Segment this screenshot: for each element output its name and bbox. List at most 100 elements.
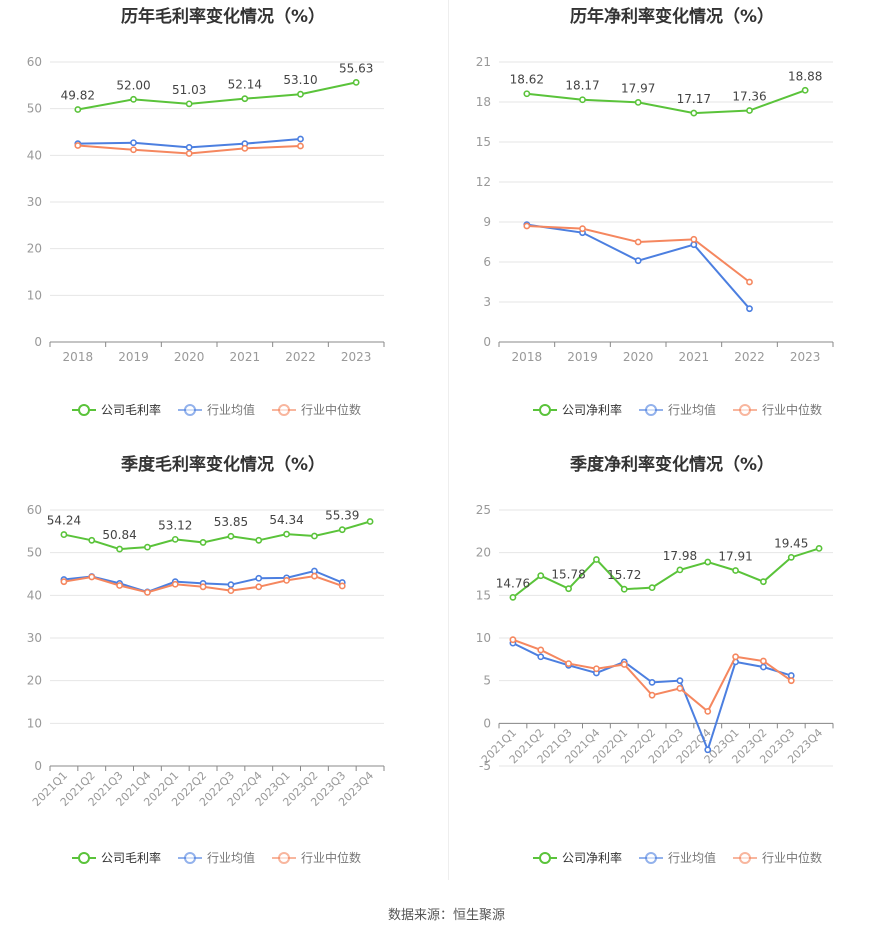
data-point-avg [634,257,642,265]
legend-marker-company [539,852,551,864]
data-point-avg [760,663,767,671]
legend-marker-median [739,404,751,416]
data-point-company [297,90,304,98]
data-point-company [130,95,137,103]
y-tick-label: 20 [27,674,42,688]
data-point-company [255,536,263,544]
data-point-company [620,585,628,593]
data-point-median [60,578,68,586]
legend-marker-company [78,404,90,416]
data-point-median [787,677,795,685]
data-point-avg [297,135,304,143]
data-label: 51.03 [172,83,206,97]
chart-panel-quarterly-net: 季度净利率变化情况（%） -5 0 5 10 15 20 25 2021Q1 2021Q2 2021… [449,448,893,888]
legend-marker-avg [184,852,196,864]
y-tick-label: 0 [483,716,491,730]
chart-panel-quarterly-gross: 季度毛利率变化情况（%） 0 10 20 30 40 50 60 2021Q1 2021Q2 202… [0,448,446,888]
data-point-company [144,543,151,551]
data-point-company [366,518,374,525]
data-point-median [593,665,600,673]
data-point-company [593,556,600,563]
data-point-company [352,78,360,86]
data-point-median [732,653,739,661]
data-point-company [199,539,207,546]
y-tick-label: -5 [479,759,491,773]
data-point-median [144,588,151,596]
x-tick-label: 2023 [790,350,821,364]
data-source-note: 数据来源：恒生聚源 [387,908,505,923]
legend-label: 行业均值 [207,850,255,865]
data-point-company [241,95,249,103]
legend-marker-avg [645,404,657,416]
data-label: 53.85 [214,515,248,529]
data-point-median [565,660,572,667]
x-tick-label: 2021 [230,350,261,364]
y-tick-label: 21 [476,55,491,69]
data-point-company [565,585,572,593]
data-point-median [676,684,684,692]
y-tick-label: 15 [476,588,491,602]
y-tick-label: 30 [27,631,42,645]
x-tick-label: 2020 [623,350,654,364]
y-tick-label: 40 [27,148,42,162]
series-line-median [526,225,751,283]
data-point-avg [676,677,684,685]
data-point-avg [255,574,263,582]
data-point-company [509,593,517,601]
panel-divider [448,0,449,880]
data-label: 50.84 [102,528,136,542]
data-point-company [537,572,545,580]
chart-panel-annual-net: 历年净利率变化情况（%） 0 3 6 9 12 15 18 21 2018 2019 2020 2021… [449,0,893,440]
y-tick-label: 18 [476,95,491,109]
data-point-median [227,587,235,595]
data-label: 17.91 [718,550,752,564]
data-point-avg [185,143,193,151]
data-point-median [130,146,137,154]
data-point-median [241,144,249,152]
chart-title: 季度毛利率变化情况（%） [121,454,325,475]
y-tick-label: 10 [27,716,42,730]
y-tick-label: 10 [27,288,42,302]
data-label: 49.82 [61,89,95,103]
y-tick-label: 20 [476,546,491,560]
y-tick-label: 6 [483,255,491,269]
y-tick-label: 0 [34,759,42,773]
x-tick-label: 2019 [118,350,149,364]
data-point-median [88,573,96,581]
data-point-company [704,558,712,566]
data-point-median [338,582,346,590]
data-label: 17.36 [732,90,766,104]
chart-title: 历年净利率变化情况（%） [570,6,774,27]
data-point-company [760,578,767,586]
y-tick-label: 50 [27,102,42,116]
data-point-company [311,532,318,540]
data-label: 55.39 [325,509,359,523]
data-point-median [704,707,712,715]
data-point-company [185,100,193,108]
data-label: 17.97 [621,81,655,95]
y-tick-label: 5 [483,674,491,688]
y-tick-label: 60 [27,55,42,69]
data-point-company [116,545,123,553]
data-label: 52.00 [116,78,150,92]
data-point-median [634,238,642,246]
data-label: 17.17 [677,92,711,106]
data-point-avg [690,241,698,249]
y-tick-label: 0 [483,335,491,349]
y-tick-label: 0 [34,335,42,349]
series-line-company [512,547,820,599]
chart-annual-gross-margin: 历年毛利率变化情况（%） 0 10 20 30 40 50 60 2018 2019 2020 202… [27,6,385,417]
data-point-median [746,278,753,286]
data-point-median [185,150,193,157]
data-point-company [523,90,531,98]
data-label: 18.17 [565,79,599,93]
data-point-company [283,530,290,538]
x-tick-label: 2022 [734,350,765,364]
data-point-company [60,531,68,538]
data-label: 53.12 [158,518,192,532]
data-point-median [283,576,290,584]
series-line-company [526,89,806,115]
data-point-company [88,536,96,544]
data-point-company [579,96,586,104]
legend-label: 行业中位数 [762,850,822,865]
